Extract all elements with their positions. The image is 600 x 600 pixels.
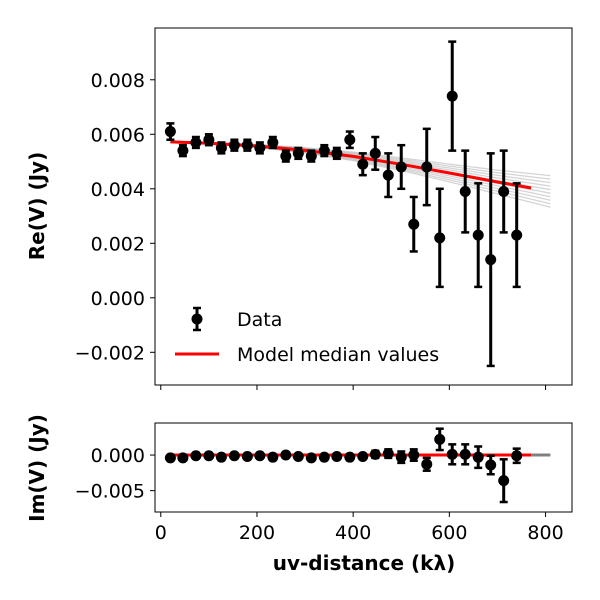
- data-point: [292, 450, 304, 462]
- data-point: [292, 147, 304, 159]
- top-panel: −0.002 0.000 0.002 0.004 0.006 0.008 Re(V) (J…: [25, 27, 573, 390]
- data-point: [241, 139, 253, 151]
- y-tick-label: 0.008: [91, 70, 145, 92]
- top-y-axis-ticks: −0.002 0.000 0.002 0.004 0.006 0.008: [75, 70, 155, 364]
- data-point: [421, 161, 433, 173]
- y-tick-label: 0.002: [91, 233, 145, 255]
- model-draw-line: [170, 141, 551, 205]
- data-point: [177, 145, 189, 157]
- y-tick-label: 0.000: [91, 445, 145, 467]
- x-axis-label: uv-distance (kλ): [273, 551, 456, 575]
- bottom-panel: −0.005 0.000 0 200 400 600 800 Im(V) (Jy) uv-…: [25, 414, 573, 575]
- data-point: [408, 449, 420, 461]
- data-point: [215, 451, 227, 463]
- data-point: [228, 450, 240, 462]
- data-point: [357, 158, 369, 170]
- data-point: [190, 136, 202, 148]
- legend: Data Model median values: [175, 306, 439, 366]
- data-point: [280, 449, 292, 461]
- data-point: [485, 459, 497, 471]
- data-point: [511, 229, 523, 241]
- x-tick-label: 400: [335, 522, 371, 544]
- data-point: [382, 169, 394, 181]
- data-point: [177, 452, 189, 464]
- data-point: [267, 136, 279, 148]
- legend-label-model: Model median values: [237, 344, 439, 366]
- data-point: [164, 452, 176, 464]
- x-tick-label: 800: [527, 522, 563, 544]
- data-point: [344, 451, 356, 463]
- data-point: [459, 186, 471, 198]
- data-point: [203, 450, 215, 462]
- data-point: [421, 458, 433, 470]
- data-point: [369, 147, 381, 159]
- data-point: [446, 90, 458, 102]
- data-point: [190, 450, 202, 462]
- legend-label-data: Data: [237, 309, 282, 331]
- top-y-axis-label: Re(V) (Jy): [25, 152, 49, 260]
- data-point: [511, 450, 523, 462]
- data-point: [434, 433, 446, 445]
- data-point: [369, 448, 381, 460]
- top-plot-frame: [154, 27, 573, 386]
- data-point: [203, 134, 215, 146]
- bottom-plot-frame: [154, 422, 573, 513]
- data-point: [215, 142, 227, 154]
- y-tick-label: −0.005: [75, 481, 145, 503]
- data-point: [254, 142, 266, 154]
- legend-entry-model: Model median values: [175, 344, 439, 366]
- y-tick-label: 0.000: [91, 288, 145, 310]
- data-point: [357, 450, 369, 462]
- data-point: [267, 451, 279, 463]
- data-point: [305, 452, 317, 464]
- legend-data-marker: [191, 313, 203, 325]
- data-point: [254, 450, 266, 462]
- data-point: [241, 450, 253, 462]
- data-point: [459, 448, 471, 460]
- data-point: [331, 450, 343, 462]
- bottom-y-axis-label: Im(V) (Jy): [25, 414, 49, 522]
- bottom-y-axis-ticks: −0.005 0.000: [75, 445, 155, 503]
- legend-entry-data: Data: [191, 306, 282, 332]
- data-point: [472, 451, 484, 463]
- data-point: [498, 475, 510, 487]
- data-point: [408, 218, 420, 230]
- data-point: [318, 145, 330, 157]
- data-point: [382, 448, 394, 460]
- data-point: [331, 147, 343, 159]
- x-tick-label: 200: [239, 522, 275, 544]
- bottom-x-axis-ticks: 0 200 400 600 800: [155, 512, 564, 544]
- data-point: [395, 161, 407, 173]
- y-tick-label: 0.004: [91, 179, 145, 201]
- x-tick-label: 600: [431, 522, 467, 544]
- bottom-data-marks: [164, 427, 551, 504]
- model-draw-line: [170, 141, 551, 201]
- data-point: [305, 150, 317, 162]
- data-point: [228, 139, 240, 151]
- top-data-marks: [164, 40, 532, 368]
- data-point: [318, 451, 330, 463]
- data-point: [344, 134, 356, 146]
- data-point: [395, 451, 407, 463]
- data-point: [446, 448, 458, 460]
- data-point: [280, 150, 292, 162]
- data-point: [434, 232, 446, 244]
- x-tick-label: 0: [155, 522, 167, 544]
- data-point: [164, 126, 176, 138]
- data-point: [498, 186, 510, 198]
- top-x-axis-ticks: [160, 385, 547, 390]
- y-tick-label: 0.006: [91, 124, 145, 146]
- y-tick-label: −0.002: [75, 342, 145, 364]
- data-point: [485, 254, 497, 266]
- data-point: [472, 229, 484, 241]
